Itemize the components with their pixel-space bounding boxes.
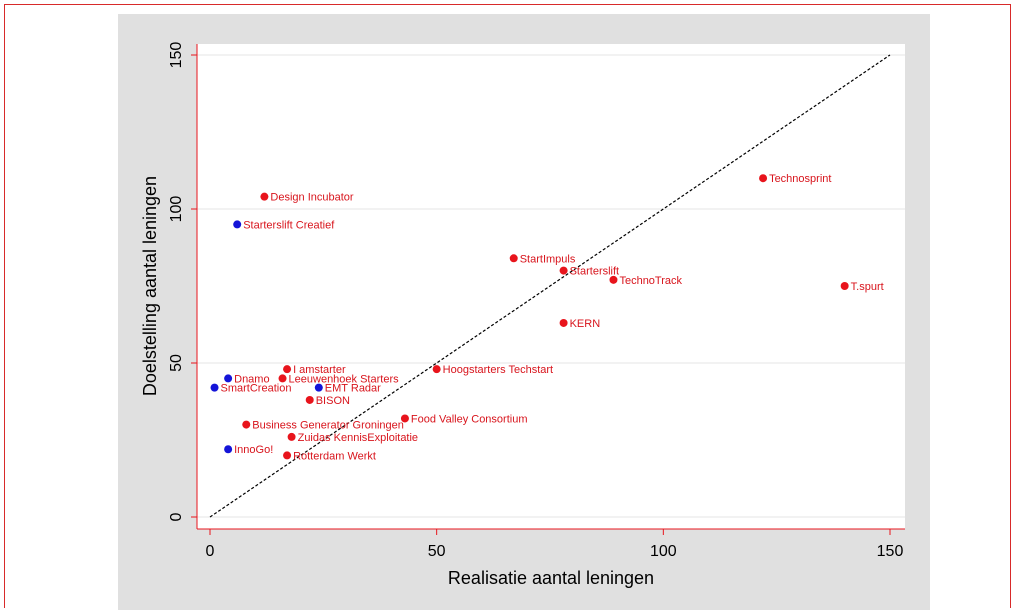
point-food-valley-consortium bbox=[400, 414, 409, 423]
y-tick-label-150: 150 bbox=[168, 42, 185, 69]
gridlines bbox=[197, 54, 905, 518]
point-startimpuls bbox=[509, 254, 518, 263]
point-innogo bbox=[224, 445, 233, 454]
axes: 0 50 100 150 0 50 100 150 bbox=[168, 42, 905, 560]
point-kern bbox=[559, 318, 568, 327]
y-axis-label: Doelstelling aantal leningen bbox=[140, 176, 160, 396]
point-label-technosprint: Technosprint bbox=[769, 173, 831, 185]
x-tick-label-100: 100 bbox=[650, 543, 677, 560]
point-label-i-amstarter: I amstarter bbox=[293, 364, 346, 376]
point-smartcreation bbox=[210, 383, 219, 392]
point-label-rotterdam-werkt: Rotterdam Werkt bbox=[293, 450, 376, 462]
point-zuidas-kennisexploitatie bbox=[287, 432, 296, 441]
outer-frame bbox=[4, 4, 1011, 608]
x-tick-label-0: 0 bbox=[206, 543, 215, 560]
point-i-amstarter bbox=[283, 365, 292, 374]
x-axis-label: Realisatie aantal leningen bbox=[448, 568, 654, 588]
data-points: Design Incubator Starterslift Creatief Tec… bbox=[210, 173, 884, 462]
reference-line-path bbox=[209, 54, 891, 518]
x-tick-label-50: 50 bbox=[428, 543, 446, 560]
y-tick-label-100: 100 bbox=[168, 196, 185, 223]
y-tick-label-0: 0 bbox=[168, 512, 185, 521]
point-label-bison: BISON bbox=[316, 395, 350, 407]
point-bison bbox=[305, 395, 314, 404]
point-business-generator-groningen bbox=[242, 420, 251, 429]
point-label-dnamo: Dnamo bbox=[234, 373, 269, 385]
point-label-innogo: InnoGo! bbox=[234, 444, 273, 456]
point-hoogstarters-techstart bbox=[432, 365, 441, 374]
point-label-kern: KERN bbox=[570, 318, 601, 330]
point-label-zuidas-kennisexploitatie: Zuidas KennisExploitatie bbox=[298, 432, 418, 444]
reference-line bbox=[209, 54, 891, 518]
y-tick-label-50: 50 bbox=[168, 354, 185, 372]
point-label-startimpuls: StartImpuls bbox=[520, 253, 576, 265]
x-tick-label-150: 150 bbox=[877, 543, 904, 560]
point-t-spurt bbox=[840, 282, 849, 290]
point-emt-radar bbox=[314, 383, 323, 392]
point-label-smartcreation: SmartCreation bbox=[221, 383, 292, 395]
point-label-business-generator-groningen: Business Generator Groningen bbox=[252, 420, 404, 432]
point-label-hoogstarters-techstart: Hoogstarters Techstart bbox=[443, 364, 553, 376]
point-label-emt-radar: EMT Radar bbox=[325, 383, 381, 395]
point-label-starterslift: Starterslift bbox=[570, 266, 620, 278]
point-label-starterslift-creatief: Starterslift Creatief bbox=[243, 219, 335, 231]
point-dnamo bbox=[224, 374, 233, 383]
point-label-leeuwenhoek-starters: Leeuwenhoek Starters bbox=[289, 373, 400, 385]
point-leeuwenhoek-starters bbox=[278, 374, 287, 383]
point-rotterdam-werkt bbox=[283, 451, 292, 460]
point-label-technotrack: TechnoTrack bbox=[619, 275, 682, 287]
point-label-food-valley-consortium: Food Valley Consortium bbox=[411, 413, 528, 425]
point-design-incubator bbox=[260, 192, 269, 201]
point-label-design-incubator: Design Incubator bbox=[270, 192, 353, 204]
point-technotrack bbox=[609, 275, 618, 284]
point-technosprint bbox=[759, 174, 768, 183]
point-starterslift bbox=[559, 266, 568, 275]
point-starterslift-creatief bbox=[233, 220, 242, 229]
point-label-t-spurt: T.spurt bbox=[851, 281, 884, 293]
